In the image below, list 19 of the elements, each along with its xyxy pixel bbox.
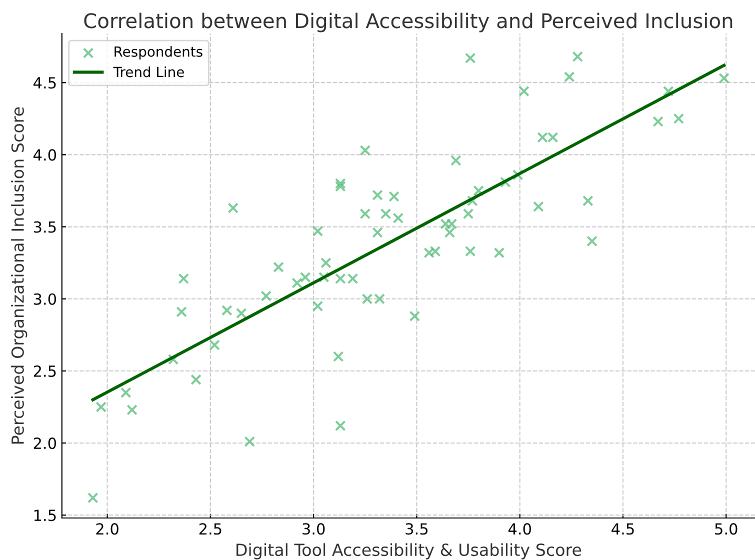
x-tick-label: 3.0 — [302, 523, 325, 535]
y-tick-label: 3.5 — [34, 221, 56, 233]
x-tick-label: 5.0 — [715, 523, 738, 535]
x-tick-label: 4.5 — [612, 523, 634, 535]
y-axis-title: Perceived Organizational Inclusion Score — [11, 107, 28, 444]
y-tick-label: 2.5 — [34, 365, 56, 377]
legend-label: Respondents — [114, 46, 202, 60]
chart-title: Correlation between Digital Accessibility and Perceived Inclusion — [84, 12, 732, 32]
legend-label: Trend Line — [113, 66, 184, 78]
y-tick-label: 1.5 — [34, 510, 56, 522]
x-tick-label: 2.0 — [96, 523, 118, 535]
y-tick-label: 2.0 — [34, 438, 56, 450]
x-axis-title: Digital Tool Accessibility & Usability Score — [236, 543, 582, 560]
y-tick-label: 4.0 — [34, 149, 56, 161]
x-tick-label: 2.5 — [199, 523, 222, 535]
y-tick-label: 4.5 — [34, 77, 56, 89]
x-tick-label: 4.0 — [508, 523, 531, 535]
x-tick-label: 3.5 — [406, 523, 428, 535]
y-tick-label: 3.0 — [34, 293, 56, 305]
